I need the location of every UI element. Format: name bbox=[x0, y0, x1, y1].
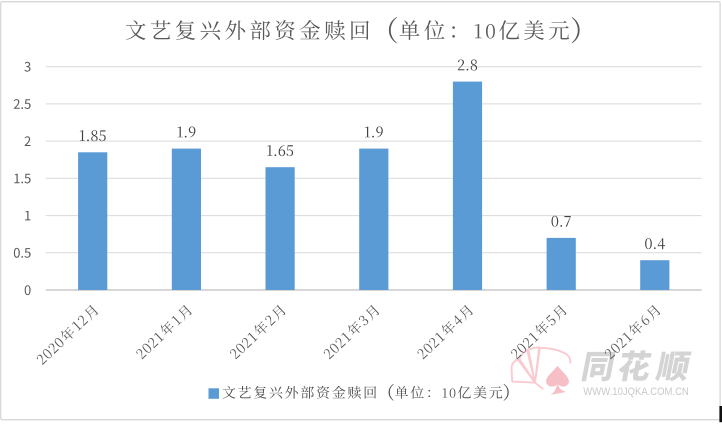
svg-text:WWW.10JQKA.COM.CN: WWW.10JQKA.COM.CN bbox=[583, 386, 689, 398]
